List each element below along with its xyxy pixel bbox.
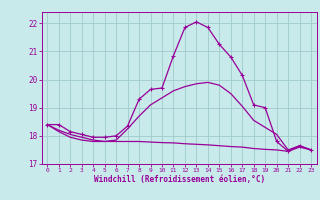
X-axis label: Windchill (Refroidissement éolien,°C): Windchill (Refroidissement éolien,°C) xyxy=(94,175,265,184)
